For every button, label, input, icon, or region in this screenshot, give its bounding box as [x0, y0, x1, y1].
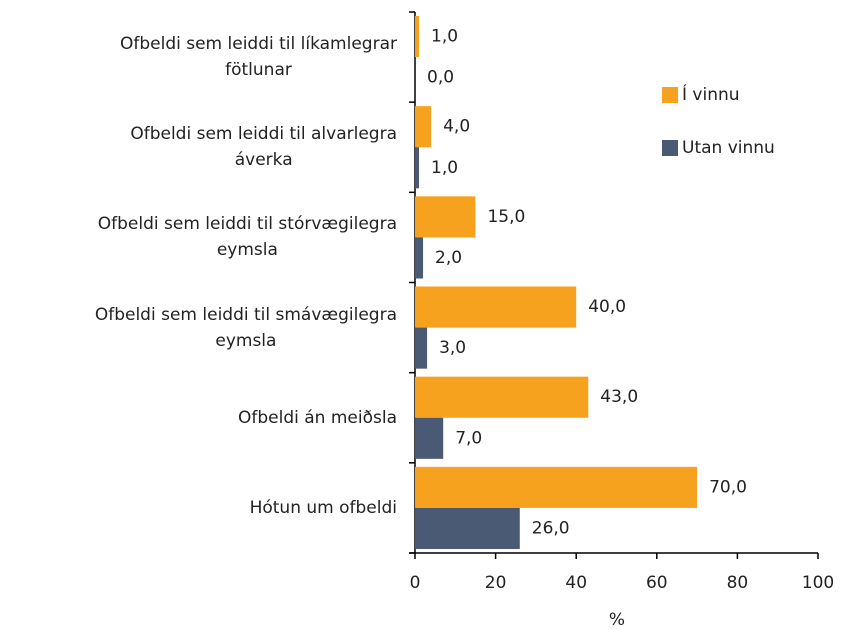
data-label: 40,0 [588, 297, 626, 317]
bar [415, 147, 420, 189]
data-label: 3,0 [439, 338, 466, 358]
legend-swatch [662, 140, 678, 156]
x-tick-label: 20 [485, 573, 507, 593]
data-label: 1,0 [431, 158, 458, 178]
data-label: 4,0 [443, 117, 470, 137]
data-label: 2,0 [435, 248, 462, 268]
y-tick-label: Ofbeldi sem leiddi til stórvægilegra eym… [97, 214, 397, 261]
bar [415, 466, 698, 508]
bar [415, 286, 577, 328]
data-label: 26,0 [532, 518, 570, 538]
data-label: 43,0 [600, 387, 638, 407]
legend-label: Í vinnu [682, 83, 740, 105]
bar [415, 196, 476, 238]
x-tick-label: 80 [727, 573, 749, 593]
bar [415, 106, 432, 148]
x-tick-label: 40 [565, 573, 587, 593]
x-tick-label: 0 [410, 573, 421, 593]
data-label: 1,0 [431, 27, 458, 47]
bar [415, 327, 428, 369]
data-label: 15,0 [487, 207, 525, 227]
bar [415, 376, 589, 418]
y-tick-label: Ofbeldi án meiðsla [238, 407, 397, 428]
bar [415, 16, 420, 58]
y-tick-label: Ofbeldi sem leiddi til líkamlegrar fötlu… [119, 34, 397, 81]
y-tick-label: Ofbeldi sem leiddi til smávægilegra eyms… [94, 304, 397, 351]
legend-swatch [662, 87, 678, 103]
x-tick-label: 100 [802, 573, 834, 593]
bar [415, 507, 520, 549]
y-tick-label: Ofbeldi sem leiddi til alvarlegra áverka [130, 124, 397, 171]
bar [415, 237, 424, 279]
data-label: 7,0 [455, 428, 482, 448]
x-tick-label: 60 [646, 573, 668, 593]
y-tick-label: Hótun um ofbeldi [249, 497, 397, 518]
data-label: 70,0 [709, 477, 747, 497]
bar [415, 417, 444, 459]
x-axis-label: % [609, 610, 625, 629]
legend-label: Utan vinnu [682, 138, 775, 158]
data-label: 0,0 [427, 68, 454, 88]
